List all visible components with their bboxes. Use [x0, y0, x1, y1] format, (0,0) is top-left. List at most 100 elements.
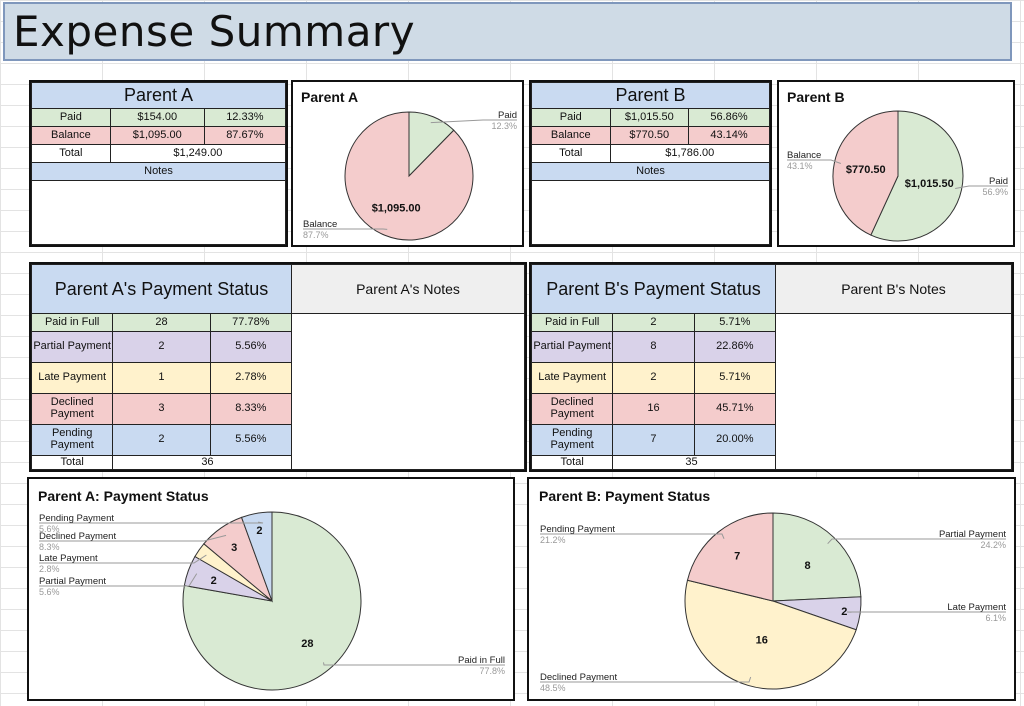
total-label[interactable]: Total: [530, 455, 614, 470]
notes-header[interactable]: Notes: [531, 162, 770, 181]
pie-slice-paid[interactable]: [870, 110, 964, 242]
row-label[interactable]: Paid: [531, 108, 611, 127]
table-row: Late Payment 2 5.71%: [530, 362, 1012, 394]
chart-title: Parent B: [787, 89, 845, 105]
row-amount[interactable]: $770.50: [609, 126, 690, 145]
total-label[interactable]: Total: [31, 144, 111, 163]
row-pct[interactable]: 12.33%: [203, 108, 287, 127]
status-label[interactable]: Partial Payment: [530, 331, 614, 363]
status-count[interactable]: 8: [612, 331, 695, 363]
slice-name-label: Declined Payment: [39, 531, 116, 542]
table-row: Paid $1,015.50 56.86%: [531, 108, 770, 127]
pie-slice-balance[interactable]: [344, 111, 474, 241]
row-pct[interactable]: 56.86%: [688, 108, 770, 127]
slice-pct-label: 48.5%: [540, 683, 566, 693]
parent-a-chart: Parent A Paid 12.3% $1,095.00 Balance 87.7%: [291, 80, 524, 247]
total-value[interactable]: $1,786.00: [609, 144, 771, 163]
status-label[interactable]: Pending Payment: [30, 424, 114, 456]
parent-b-notes-area[interactable]: [775, 313, 1012, 470]
slice-pct-label: 56.9%: [982, 187, 1008, 197]
leader-line: [39, 521, 264, 524]
slice-name-label: Partial Payment: [39, 576, 106, 587]
pie-slice-declined-payment[interactable]: [684, 579, 857, 690]
slice-name-label: Pending Payment: [540, 524, 615, 535]
parent-b-status-header[interactable]: Parent B's Payment Status: [531, 264, 776, 314]
total-label[interactable]: Total: [531, 144, 611, 163]
parent-b-status-table: Parent B's Payment Status Parent B's Not…: [529, 262, 1014, 472]
status-pct[interactable]: 22.86%: [693, 331, 777, 363]
status-pct[interactable]: 5.71%: [693, 313, 777, 332]
status-label[interactable]: Partial Payment: [30, 331, 114, 363]
leader-line: [787, 159, 842, 164]
parent-a-status-header[interactable]: Parent A's Payment Status: [31, 264, 292, 314]
pie-slice-balance[interactable]: [832, 110, 899, 236]
table-row: Total $1,786.00: [531, 144, 771, 163]
row-amount[interactable]: $154.00: [109, 108, 205, 127]
slice-pct-label: 5.6%: [39, 587, 60, 597]
slice-name-label: Balance: [303, 219, 337, 230]
total-value[interactable]: 36: [112, 455, 292, 470]
table-row: Paid $154.00 12.33%: [31, 108, 287, 127]
status-label[interactable]: Pending Payment: [530, 424, 614, 456]
leader-line: [430, 119, 517, 124]
status-pct[interactable]: 77.78%: [209, 313, 293, 332]
row-amount[interactable]: $1,015.50: [609, 108, 690, 127]
status-count[interactable]: 3: [112, 393, 211, 425]
slice-pct-label: 77.8%: [479, 666, 505, 676]
slice-name-label: Paid in Full: [458, 655, 505, 666]
pie-slice-pending-payment[interactable]: [240, 511, 273, 602]
status-label[interactable]: Late Payment: [530, 362, 614, 394]
status-label[interactable]: Declined Payment: [530, 393, 614, 425]
parent-b-chart: Parent B $1,015.50 Paid 56.9% $770.50 Balanc…: [777, 80, 1015, 247]
parent-a-header[interactable]: Parent A: [31, 82, 286, 109]
status-count[interactable]: 28: [112, 313, 211, 332]
slice-value-label: 28: [301, 638, 313, 650]
status-label[interactable]: Late Payment: [30, 362, 114, 394]
total-label[interactable]: Total: [30, 455, 114, 470]
row-pct[interactable]: 43.14%: [688, 126, 770, 145]
parent-b-notes-header[interactable]: Parent B's Notes: [775, 264, 1012, 314]
status-label[interactable]: Paid in Full: [30, 313, 114, 332]
slice-value-label: $1,015.50: [905, 178, 954, 190]
parent-a-notes-area[interactable]: [291, 313, 525, 470]
notes-area[interactable]: [531, 180, 770, 245]
row-amount[interactable]: $1,095.00: [109, 126, 205, 145]
total-value[interactable]: $1,249.00: [109, 144, 287, 163]
slice-value-label: 8: [804, 560, 810, 572]
status-label[interactable]: Paid in Full: [530, 313, 614, 332]
leader-line: [955, 185, 1008, 190]
status-pct[interactable]: 2.78%: [209, 362, 293, 394]
status-count[interactable]: 2: [112, 331, 211, 363]
status-count[interactable]: 1: [112, 362, 211, 394]
slice-name-label: Late Payment: [947, 602, 1006, 613]
row-label[interactable]: Balance: [531, 126, 611, 145]
pie-slice-partial-payment[interactable]: [772, 512, 862, 602]
status-count[interactable]: 16: [612, 393, 695, 425]
notes-area[interactable]: [31, 180, 286, 245]
status-pct[interactable]: 5.56%: [209, 424, 293, 456]
status-count[interactable]: 2: [112, 424, 211, 456]
row-label[interactable]: Paid: [31, 108, 111, 127]
parent-a-notes-header[interactable]: Parent A's Notes: [291, 264, 525, 314]
status-pct[interactable]: 20.00%: [693, 424, 777, 456]
status-pct[interactable]: 5.71%: [693, 362, 777, 394]
row-pct[interactable]: 87.67%: [203, 126, 287, 145]
slice-pct-label: 24.2%: [980, 540, 1006, 550]
status-pct[interactable]: 5.56%: [209, 331, 293, 363]
total-value[interactable]: 35: [612, 455, 776, 470]
pie-slice-pending-payment[interactable]: [686, 512, 774, 602]
status-count[interactable]: 7: [612, 424, 695, 456]
status-count[interactable]: 2: [612, 362, 695, 394]
slice-value-label: 16: [756, 634, 768, 646]
status-count[interactable]: 2: [612, 313, 695, 332]
status-pct[interactable]: 45.71%: [693, 393, 777, 425]
row-label[interactable]: Balance: [31, 126, 111, 145]
status-pct[interactable]: 8.33%: [209, 393, 293, 425]
notes-header[interactable]: Notes: [31, 162, 286, 181]
status-label[interactable]: Declined Payment: [30, 393, 114, 425]
slice-pct-label: 6.1%: [985, 613, 1006, 623]
parent-b-header[interactable]: Parent B: [531, 82, 770, 109]
